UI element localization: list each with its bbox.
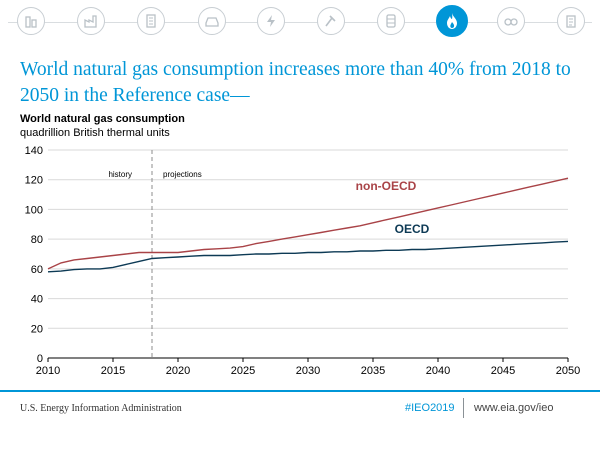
icon-bar-line (8, 22, 592, 23)
series-label-non-oecd: non-OECD (356, 179, 417, 193)
x-tick-label-2030: 2030 (296, 365, 320, 377)
car-icon[interactable] (198, 7, 226, 35)
series-line-oecd (47, 240, 569, 273)
electricity-icon[interactable] (257, 7, 285, 35)
history-label: history (108, 170, 132, 179)
buildings-icon[interactable] (17, 7, 45, 35)
slide-headline: World natural gas consumption increases … (20, 59, 571, 106)
series-label-oecd: OECD (395, 222, 430, 236)
x-tick-label-2010: 2010 (36, 365, 60, 377)
coal-icon[interactable] (317, 7, 345, 35)
renewables-icon[interactable] (497, 7, 525, 35)
chart-subtitle: quadrillion British thermal units (20, 127, 170, 139)
chart-title: World natural gas consumption (20, 113, 185, 125)
x-tick-label-2020: 2020 (166, 365, 190, 377)
footer-url-link[interactable]: www.eia.gov/ieo (474, 402, 554, 414)
commercial-icon[interactable] (137, 7, 165, 35)
x-tick-label-2040: 2040 (426, 365, 450, 377)
y-tick-label-80: 80 (31, 234, 43, 246)
x-tick-label-2015: 2015 (101, 365, 125, 377)
document-icon[interactable] (557, 7, 585, 35)
y-tick-label-40: 40 (31, 294, 43, 306)
y-tick-label-140: 140 (25, 145, 43, 157)
footer-rule (0, 390, 600, 392)
topic-icon-bar (0, 0, 600, 44)
footer-source: U.S. Energy Information Administration (20, 403, 182, 414)
y-tick-label-0: 0 (37, 353, 43, 365)
x-tick-label-2050: 2050 (556, 365, 580, 377)
industry-icon[interactable] (77, 7, 105, 35)
x-tick-label-2035: 2035 (361, 365, 385, 377)
y-tick-label-20: 20 (31, 323, 43, 335)
oil-barrel-icon[interactable] (377, 7, 405, 35)
series-line-non-oecd (47, 177, 569, 270)
projections-label: projections (163, 170, 202, 179)
y-tick-label-100: 100 (25, 204, 43, 216)
y-tick-label-120: 120 (25, 175, 43, 187)
natural-gas-flame-icon[interactable] (436, 5, 468, 37)
footer-hashtag[interactable]: #IEO2019 (405, 402, 455, 414)
x-tick-label-2025: 2025 (231, 365, 255, 377)
footer-separator (463, 398, 464, 418)
x-tick-label-2045: 2045 (491, 365, 515, 377)
y-tick-label-60: 60 (31, 264, 43, 276)
